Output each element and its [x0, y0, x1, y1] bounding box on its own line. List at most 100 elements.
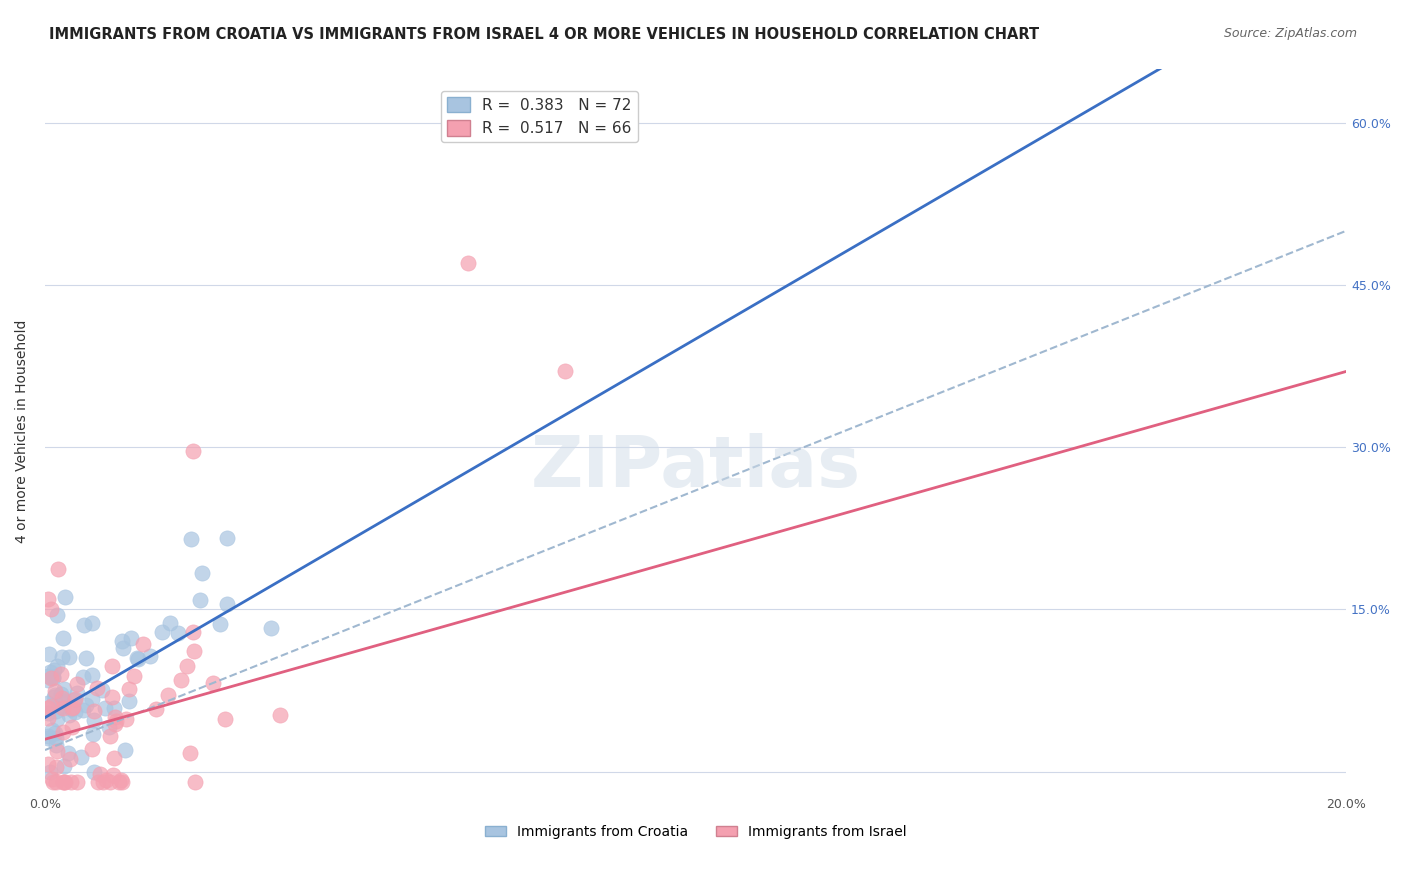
Point [259, 621, 281, 635]
Point [89, 767, 111, 781]
Point [170, 673, 193, 687]
Point [82, 726, 104, 740]
Point [63, 705, 86, 719]
Point [98, 720, 121, 734]
Point [101, 659, 124, 673]
Point [215, 597, 238, 611]
Point [58, 649, 80, 664]
Point [66, 685, 89, 699]
Point [52, 700, 75, 714]
Point [110, 775, 132, 789]
Point [41, 601, 63, 615]
Point [38, 764, 60, 779]
Point [51, 649, 73, 664]
Legend: Immigrants from Croatia, Immigrants from Israel: Immigrants from Croatia, Immigrants from… [479, 819, 912, 845]
Point [125, 651, 148, 665]
Point [110, 772, 132, 787]
Point [104, 714, 127, 728]
Point [42, 670, 65, 684]
Point [82, 692, 104, 706]
Point [44, 684, 66, 698]
Point [554, 364, 576, 378]
Point [209, 616, 232, 631]
Text: Source: ZipAtlas.com: Source: ZipAtlas.com [1223, 27, 1357, 40]
Point [159, 616, 181, 631]
Point [51, 687, 73, 701]
Point [52, 725, 75, 739]
Point [157, 688, 180, 702]
Point [59, 702, 82, 716]
Point [42, 690, 65, 705]
Point [39, 665, 62, 679]
Point [73, 618, 96, 632]
Point [181, 625, 204, 640]
Point [98, 729, 121, 743]
Point [75, 698, 97, 712]
Point [37, 757, 59, 772]
Point [111, 634, 134, 648]
Point [60, 720, 83, 734]
Point [127, 652, 149, 666]
Point [46, 744, 69, 758]
Point [111, 641, 134, 656]
Point [52, 694, 75, 708]
Point [176, 658, 198, 673]
Point [37, 668, 59, 682]
Point [45, 712, 67, 726]
Point [120, 631, 142, 645]
Point [46, 659, 69, 673]
Point [107, 775, 129, 789]
Point [37, 729, 59, 743]
Point [37, 701, 59, 715]
Point [44, 688, 66, 702]
Point [115, 712, 138, 726]
Point [45, 608, 67, 623]
Point [83, 764, 105, 779]
Point [188, 593, 211, 607]
Point [44, 726, 66, 740]
Point [48, 562, 70, 576]
Point [190, 566, 212, 580]
Point [45, 775, 67, 789]
Point [45, 760, 67, 774]
Point [59, 775, 82, 789]
Point [52, 695, 75, 709]
Point [103, 768, 125, 782]
Point [41, 671, 63, 685]
Point [42, 663, 65, 677]
Point [103, 751, 125, 765]
Point [51, 691, 73, 706]
Point [214, 712, 236, 726]
Point [72, 670, 94, 684]
Point [60, 700, 83, 714]
Point [132, 637, 155, 651]
Point [66, 775, 89, 789]
Point [37, 706, 59, 720]
Point [80, 742, 103, 756]
Point [41, 723, 63, 737]
Point [82, 668, 104, 682]
Point [42, 671, 65, 685]
Point [104, 710, 127, 724]
Point [114, 743, 136, 757]
Point [138, 648, 160, 663]
Point [166, 625, 188, 640]
Point [45, 738, 67, 752]
Point [184, 775, 207, 789]
Point [180, 532, 202, 546]
Point [63, 692, 86, 706]
Point [122, 669, 145, 683]
Point [94, 701, 117, 715]
Point [86, 681, 108, 696]
Point [217, 531, 239, 545]
Point [52, 682, 75, 697]
Point [53, 759, 76, 773]
Point [75, 651, 97, 665]
Point [202, 676, 225, 690]
Point [269, 707, 291, 722]
Point [118, 694, 141, 708]
Point [86, 775, 108, 789]
Point [55, 591, 77, 605]
Point [66, 677, 89, 691]
Point [181, 443, 204, 458]
